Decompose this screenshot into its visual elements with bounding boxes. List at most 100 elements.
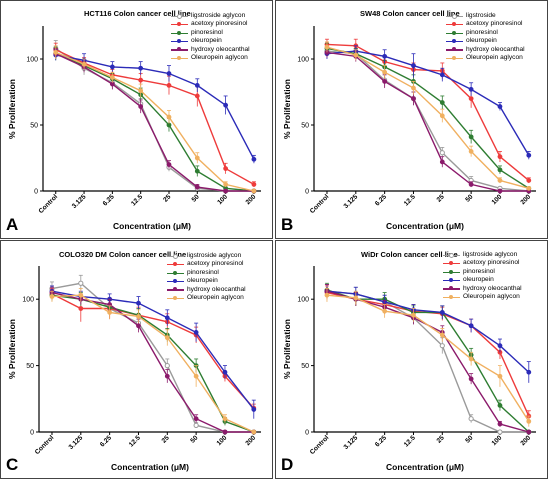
data-point <box>222 429 228 435</box>
x-axis-label: Concentration (μM) <box>386 221 464 231</box>
y-tick-label: 50 <box>301 123 309 130</box>
data-point <box>497 373 503 379</box>
series-oleuropein-aglycon <box>324 288 532 427</box>
y-tick-label: 0 <box>305 189 309 196</box>
series-line <box>326 51 529 192</box>
x-tick-label: 3.125 <box>343 193 360 210</box>
series-line <box>51 294 255 433</box>
x-tick-label: 100 <box>491 434 504 447</box>
data-point <box>526 178 532 183</box>
legend-item: Oleuropein aglycon <box>167 294 246 302</box>
x-tick-label: 100 <box>216 434 229 447</box>
x-axis-label: Concentration (μM) <box>386 462 464 472</box>
y-tick-label: 100 <box>22 297 34 304</box>
series-line <box>326 47 530 189</box>
legend-label: pinoresinol <box>187 268 219 276</box>
data-point <box>382 79 388 84</box>
series-oleuropein-aglycon <box>49 288 257 435</box>
data-point <box>468 181 474 187</box>
data-point <box>251 188 257 194</box>
legend-swatch <box>443 269 460 275</box>
data-point <box>138 65 144 71</box>
data-point <box>439 150 445 156</box>
legend-item: pinoresinol <box>443 268 522 276</box>
series-hydroxy-oleocanthal <box>53 48 257 194</box>
data-point <box>497 188 503 194</box>
data-point <box>526 418 532 424</box>
x-tick-label: 25 <box>162 193 172 203</box>
x-tick-label: 50 <box>189 434 199 444</box>
data-point <box>107 310 113 315</box>
data-point <box>164 363 170 369</box>
x-tick-label: 25 <box>436 193 446 203</box>
data-point <box>497 178 503 183</box>
chart-legend: ligstroside aglycon acetoxy pinoresinol pi… <box>171 12 250 62</box>
data-point <box>164 315 170 321</box>
legend-item: oleuropein <box>443 276 522 284</box>
chart-title: COLO320 DM Colon cancer cell line <box>59 250 187 259</box>
x-tick-label: 12.5 <box>130 193 144 207</box>
legend-label: Oleuropein aglycon <box>187 294 244 302</box>
data-point <box>497 429 503 435</box>
x-tick-label: 200 <box>244 434 257 447</box>
series-line <box>51 290 255 410</box>
y-tick-label: 100 <box>297 57 309 64</box>
legend-item: ligstroside aglycon <box>167 252 246 260</box>
data-point <box>222 416 228 422</box>
legend-swatch <box>167 287 184 293</box>
data-point <box>109 75 115 80</box>
x-tick-label: 50 <box>464 193 474 203</box>
x-tick-label: 3.125 <box>343 434 360 451</box>
x-tick-label: 50 <box>191 193 201 203</box>
x-tick-label: 3.125 <box>68 434 85 451</box>
legend-label: hydroxy oleocanthal <box>191 45 250 53</box>
series-hydroxy-oleocanthal <box>324 284 532 435</box>
series-line <box>326 290 530 373</box>
legend-swatch <box>171 30 188 36</box>
chart-svg: 0 50 100 Control 3.125 6.25 12.5 25 50 100 200 <box>297 26 536 215</box>
panel-a: 0 50 100 Control 3.125 6.25 12.5 25 50 100 200 A H… <box>0 0 273 239</box>
x-tick-label: 200 <box>519 193 532 206</box>
data-point <box>439 332 445 338</box>
chart-title: HCT116 Colon cancer cell line <box>84 9 191 18</box>
legend-item: acetoxy pinoresinol <box>443 259 522 267</box>
data-point <box>223 102 229 108</box>
legend-label: acetoxy pinoresinol <box>187 260 244 268</box>
panel-letter: A <box>6 215 19 234</box>
y-tick-label: 50 <box>30 123 38 130</box>
data-point <box>411 96 416 101</box>
data-point <box>526 429 532 435</box>
legend-item: pinoresinol <box>171 29 250 37</box>
data-point <box>109 64 115 70</box>
x-tick-label: Control <box>38 193 60 215</box>
legend-label: hydroxy oleocanthal <box>463 284 522 292</box>
x-tick-label: 25 <box>436 434 446 444</box>
y-axis-label: % Proliferation <box>7 78 17 139</box>
legend-swatch <box>443 277 460 283</box>
legend-label: ligstroside <box>466 12 496 19</box>
legend-item: acetoxy pinoresinol <box>446 20 525 28</box>
data-point <box>324 44 330 50</box>
data-point <box>251 181 257 187</box>
data-point <box>136 323 141 329</box>
y-tick-label: 100 <box>26 57 38 64</box>
data-point <box>136 314 141 319</box>
legend-swatch <box>167 278 184 284</box>
data-point <box>194 93 200 99</box>
series-line <box>55 53 254 192</box>
data-point <box>439 343 445 349</box>
series-line <box>326 43 530 181</box>
data-point <box>382 69 388 75</box>
legend-label: oleuropein <box>466 37 497 45</box>
legend-swatch <box>171 55 188 61</box>
y-tick-label: 0 <box>305 430 309 437</box>
data-point <box>497 104 503 109</box>
data-point <box>193 373 199 379</box>
data-point <box>194 155 200 161</box>
data-point <box>497 167 503 173</box>
data-point <box>251 156 257 162</box>
legend-swatch <box>443 294 460 300</box>
data-point <box>497 421 503 427</box>
legend-item: oleuropein <box>171 37 250 45</box>
legend-item: Oleuropein aglycon <box>171 54 250 62</box>
